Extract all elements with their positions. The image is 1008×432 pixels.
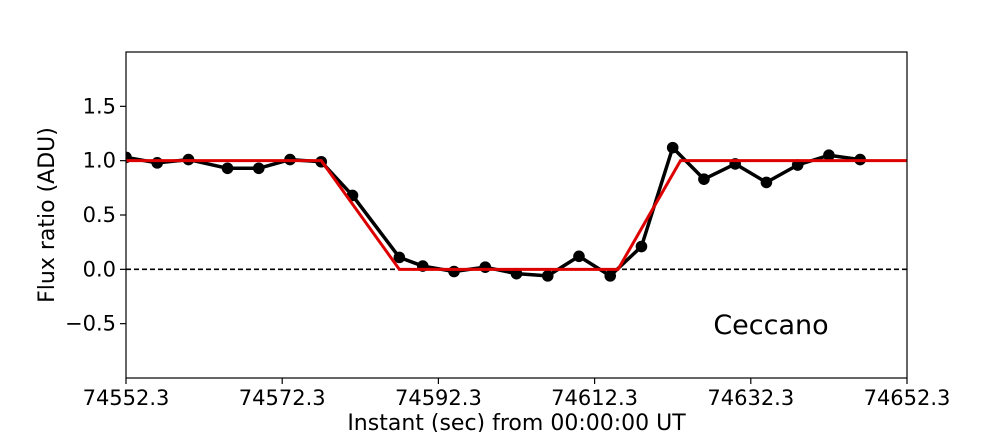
observed-point (760, 176, 773, 189)
observed-point (604, 270, 617, 282)
x-tick-label: 74552.3 (83, 386, 170, 410)
observed-point (221, 162, 234, 175)
x-tick-label: 74592.3 (395, 386, 482, 410)
observed-point (541, 270, 554, 282)
observed-series-line (126, 145, 861, 278)
observed-point (823, 149, 835, 162)
observed-point (573, 250, 585, 263)
plot-area (126, 141, 907, 282)
y-tick-label: 1.0 (83, 149, 116, 173)
x-tick-label: 74572.3 (239, 386, 326, 410)
y-tick-label: 0.5 (83, 203, 116, 227)
x-tick-label: 74632.3 (707, 386, 794, 410)
observed-point (666, 141, 679, 154)
y-axis-label: Flux ratio (ADU) (35, 127, 60, 303)
x-tick-label: 74652.3 (864, 386, 951, 410)
observed-point (252, 162, 265, 175)
y-tick-label: 0.0 (83, 257, 116, 281)
observed-point (479, 261, 492, 273)
observed-point (635, 240, 648, 253)
x-tick-label: 74612.3 (551, 386, 638, 410)
y-tick-label: 1.5 (83, 94, 116, 118)
y-tick-label: −0.5 (65, 312, 116, 336)
observed-point (151, 157, 164, 169)
x-axis-label: Instant (sec) from 00:00:00 UT (347, 411, 686, 432)
observed-point (393, 251, 406, 264)
site-annotation: Ceccano (713, 310, 828, 341)
plot-layer (126, 141, 907, 282)
observed-point (698, 173, 710, 185)
model-series-line (126, 159, 907, 271)
ticks-layer: 74552.3 74572.3 74592.3 74612.3 74632.3 74652… (65, 94, 950, 410)
observed-point (448, 265, 460, 278)
